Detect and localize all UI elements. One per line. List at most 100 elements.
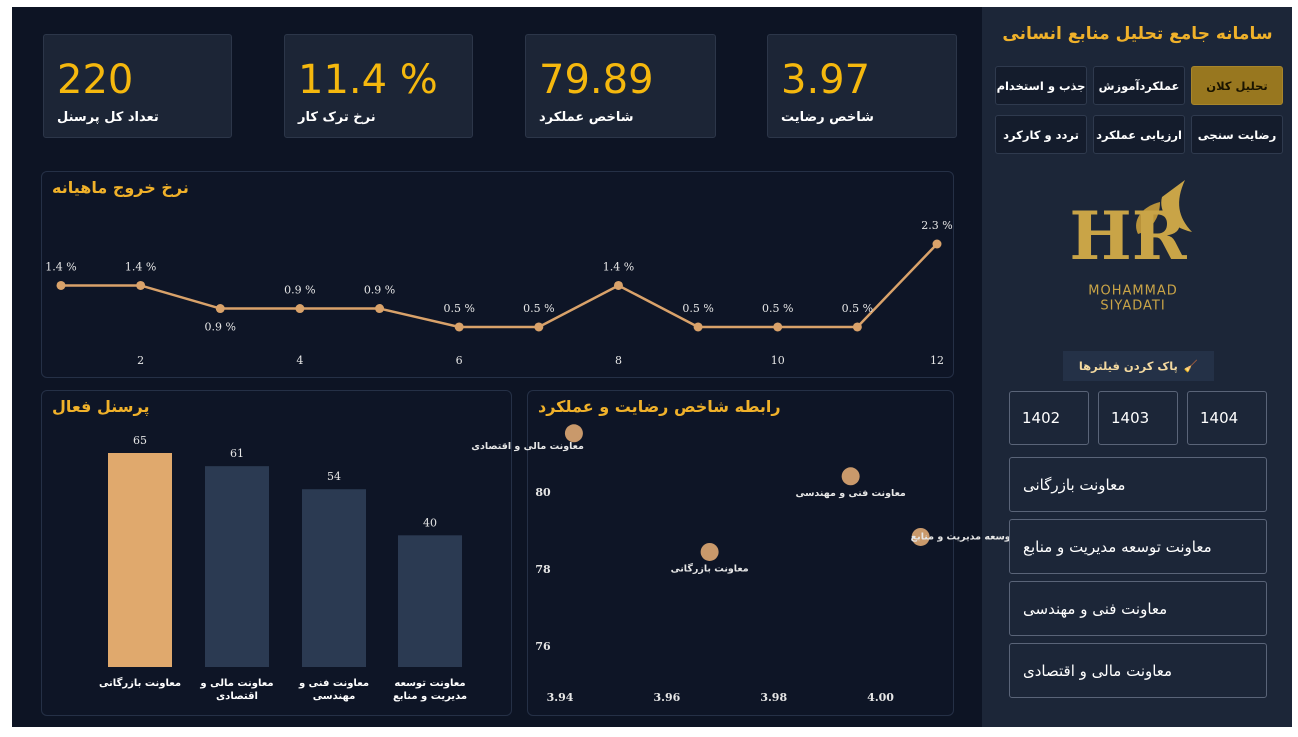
x-tick-label: 3.98	[760, 691, 787, 704]
y-tick-label: 80	[535, 486, 551, 499]
scatter-chart: 3.94 3.96 3.98 4.00 76 78 80 معاونت مالی و اقتص…	[471, 424, 1052, 704]
data-label: 0.5 %	[842, 302, 873, 315]
line-chart: 1.4 % 1.4 % 0.9 % 0.9 % 0.9 % 0.5 % 0.5 % 1.4 %…	[45, 219, 952, 367]
scatter-point	[911, 527, 930, 546]
line-point	[534, 322, 544, 332]
x-tick-label: 2	[137, 354, 144, 367]
data-label: 0.5 %	[762, 302, 793, 315]
tab[interactable]: تحلیل کلان	[1191, 66, 1283, 105]
data-label: 65	[133, 434, 147, 447]
line-point	[773, 322, 783, 332]
kpi-value: 3.97	[781, 57, 871, 103]
line-point	[613, 280, 623, 290]
kpi-card: 79.89 شاخص عملکرد	[525, 34, 716, 138]
data-label: 1.4 %	[603, 260, 634, 273]
x-tick-label: 12	[930, 354, 944, 367]
chart-title: نرخ خروج ماهیانه	[52, 178, 189, 197]
data-label: 61	[230, 447, 244, 460]
data-label: 0.9 %	[205, 321, 236, 334]
point-label: معاونت توسعه مدیریت و منابع	[911, 531, 1052, 542]
department-filter[interactable]: معاونت مالی و اقتصادی	[1009, 643, 1267, 698]
tab[interactable]: تردد و کارکرد	[995, 115, 1087, 154]
line-point	[693, 322, 703, 332]
kpi-value: 11.4 %	[298, 57, 438, 103]
y-tick-label: 76	[535, 640, 551, 653]
data-label: 2.3 %	[921, 219, 952, 232]
data-label: 40	[423, 516, 437, 529]
x-tick-label: 8	[615, 354, 622, 367]
x-tick-label: معاونت بازرگانی	[98, 678, 182, 689]
data-label: 54	[327, 470, 341, 483]
kpi-card: 220 تعداد کل پرسنل	[43, 34, 232, 138]
kpi-label: شاخص عملکرد	[539, 110, 634, 125]
tab[interactable]: عملکردآموزش	[1093, 66, 1185, 105]
button-label: پاک کردن فیلترها	[1078, 359, 1178, 373]
scatter-point	[564, 424, 583, 443]
line-point	[852, 322, 862, 332]
x-tick-label: 3.94	[547, 691, 574, 704]
data-label: 0.5 %	[523, 302, 554, 315]
x-tick-label: معاونت فنی و مهندسی	[298, 678, 370, 702]
y-tick-label: 78	[535, 563, 551, 576]
data-label: 1.4 %	[125, 260, 156, 273]
tab[interactable]: ارزیابی عملکرد	[1093, 115, 1185, 154]
scatter-panel: رابطه شاخص رضایت و عملکرد 3.94 3.96 3.98 4.…	[471, 390, 1052, 716]
line-point	[56, 280, 66, 290]
year-filter[interactable]: 1404	[1187, 391, 1267, 445]
line-point	[215, 304, 225, 314]
department-filter[interactable]: معاونت بازرگانی	[1009, 457, 1267, 512]
scatter-point	[700, 542, 719, 561]
data-label: 0.9 %	[284, 284, 315, 297]
line-series	[61, 243, 938, 329]
broom-icon: 🧹	[1183, 359, 1199, 373]
chart-title: پرسنل فعال	[52, 397, 150, 416]
logo: HR MOHAMMAD SIYADATI	[1069, 180, 1192, 314]
clear-filters-button[interactable]: پاک کردن فیلترها 🧹	[1063, 351, 1214, 381]
x-tick-label: 6	[456, 354, 463, 367]
tab[interactable]: جذب و استخدام	[995, 66, 1087, 105]
line-point	[932, 239, 942, 249]
x-tick-label: 10	[771, 354, 785, 367]
point-label: معاونت فنی و مهندسی	[795, 488, 905, 499]
year-filter[interactable]: 1402	[1009, 391, 1089, 445]
kpi-label: شاخص رضایت	[781, 110, 874, 125]
year-filter[interactable]: 1403	[1098, 391, 1178, 445]
department-filter[interactable]: معاونت توسعه مدیریت و منابع	[1009, 519, 1267, 574]
logo-mark: HR	[1069, 197, 1187, 275]
line-point	[136, 280, 146, 290]
kpi-label: نرخ ترک کار	[298, 110, 376, 125]
tab-bar: تحلیل کلان عملکردآموزش جذب و استخدام رضایت …	[995, 66, 1283, 154]
kpi-card: 11.4 % نرخ ترک کار	[284, 34, 473, 138]
data-label: 0.5 %	[682, 302, 713, 315]
line-point	[295, 304, 305, 314]
x-tick-label: 4.00	[867, 691, 894, 704]
data-label: 0.5 %	[443, 302, 474, 315]
app-title: سامانه جامع تحلیل منابع انسانی	[1002, 24, 1273, 44]
data-label: 1.4 %	[45, 260, 76, 273]
kpi-value: 220	[57, 57, 134, 103]
x-tick-label: معاونت مالی و اقتصادی	[200, 678, 274, 702]
tab[interactable]: رضایت سنجی	[1191, 115, 1283, 154]
point-label: معاونت بازرگانی	[671, 562, 749, 574]
logo-text: MOHAMMAD	[1088, 284, 1177, 299]
bar	[302, 489, 366, 667]
kpi-value: 79.89	[539, 57, 654, 103]
scatter-point	[841, 467, 860, 486]
x-tick-label: معاونت توسعه مدیریت و منابع	[392, 678, 468, 702]
logo-leaf	[1161, 180, 1192, 232]
bar	[398, 535, 462, 667]
x-tick-label: 4	[296, 354, 303, 367]
x-tick-label: 3.96	[653, 691, 680, 704]
logo-text: SIYADATI	[1100, 299, 1165, 314]
data-label: 0.9 %	[364, 284, 395, 297]
line-point	[375, 304, 385, 314]
bar	[108, 453, 172, 667]
department-filter[interactable]: معاونت فنی و مهندسی	[1009, 581, 1267, 636]
chart-title: رابطه شاخص رضایت و عملکرد	[538, 397, 781, 416]
line-point	[454, 322, 464, 332]
kpi-card: 3.97 شاخص رضایت	[767, 34, 957, 138]
bar	[205, 466, 269, 667]
bar-panel: پرسنل فعال 65 61 54 40 معاونت بازرگانی معاونت…	[41, 390, 512, 716]
logo-leaf	[1136, 202, 1160, 234]
